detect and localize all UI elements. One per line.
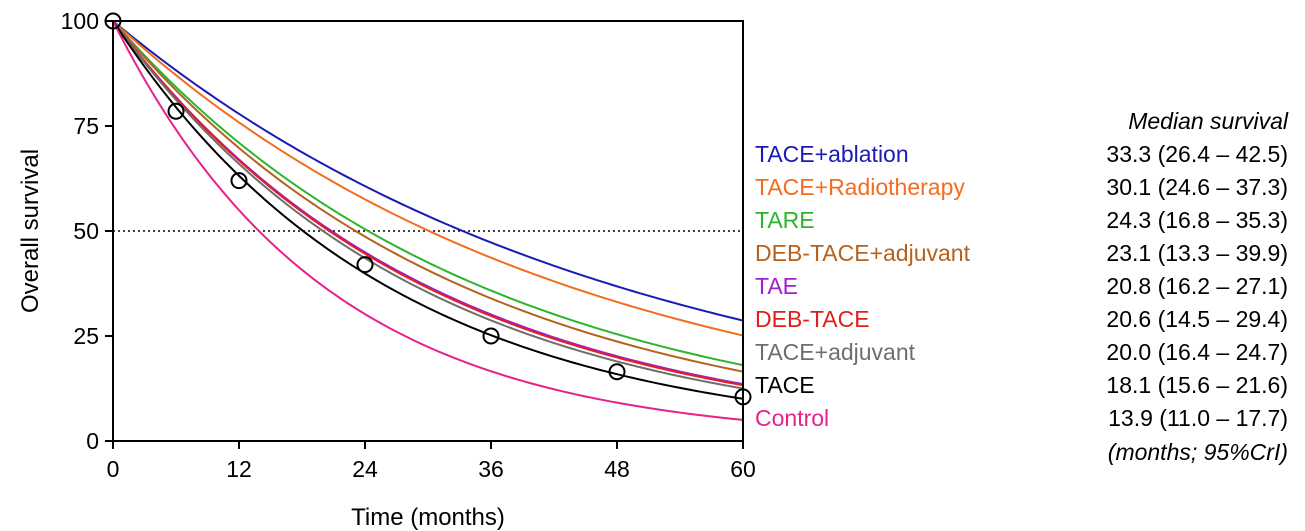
legend: TACE+ablation TACE+Radiotherapy TARE DEB-TA… [755, 138, 970, 435]
curve-tae [112, 20, 744, 386]
y-tick-label: 75 [73, 113, 99, 139]
median-value: 20.8 (16.2 – 27.1) [1106, 273, 1288, 299]
curve-deb-tace-adjuvant [112, 20, 744, 373]
median-value: 24.3 (16.8 – 35.3) [1106, 207, 1288, 233]
curve-tace-radiotherapy [112, 20, 744, 337]
observed-point [230, 172, 248, 190]
median-value: 18.1 (15.6 – 21.6) [1106, 372, 1288, 398]
median-value: 30.1 (24.6 – 37.3) [1106, 174, 1288, 200]
legend-item: TAE [755, 273, 799, 299]
median-value: 20.6 (14.5 – 29.4) [1106, 306, 1288, 332]
legend-item: TACE+ablation [755, 141, 909, 167]
median-value: 23.1 (13.3 – 39.9) [1106, 240, 1288, 266]
observed-point [482, 327, 500, 345]
y-tick-label: 50 [73, 218, 99, 244]
median-values: 33.3 (26.4 – 42.5) 30.1 (24.6 – 37.3) 24.3… [1030, 138, 1288, 435]
curve-deb-tace [112, 20, 744, 387]
legend-item: TACE+adjuvant [755, 339, 916, 365]
x-tick-label: 0 [107, 456, 120, 482]
curve-tace-adjuvant [112, 20, 744, 390]
x-axis-label: Time (months) [351, 504, 505, 531]
y-tick-label: 25 [73, 323, 99, 349]
y-tick-label: 100 [61, 8, 99, 34]
legend-item: TACE [755, 372, 815, 398]
y-tick-label: 0 [86, 428, 99, 454]
x-tick-label: 48 [604, 456, 630, 482]
legend-item: TARE [755, 207, 815, 233]
legend-item: DEB-TACE+adjuvant [755, 240, 970, 266]
x-tick-label: 60 [730, 456, 756, 482]
legend-item: DEB-TACE [755, 306, 870, 332]
x-tick-label: 36 [478, 456, 504, 482]
legend-item: TACE+Radiotherapy [755, 174, 965, 200]
curve-control [112, 20, 744, 421]
legend-item: Control [755, 405, 830, 431]
x-tick-label: 12 [226, 456, 252, 482]
median-survival-title: Median survival [1128, 108, 1288, 134]
median-value: 20.0 (16.4 – 24.7) [1106, 339, 1288, 365]
curve-tare [112, 20, 744, 367]
observed-point [608, 363, 626, 381]
curve-tace [112, 20, 744, 400]
median-survival-note: (months; 95%CrI) [1107, 439, 1288, 465]
y-axis-label: Overall survival [17, 149, 44, 313]
x-tick-label: 24 [352, 456, 378, 482]
observed-point [167, 102, 185, 120]
observed-point [356, 256, 374, 274]
curve-tace-ablation [112, 20, 744, 322]
median-survival-panel: Median survival 33.3 (26.4 – 42.5) 30.1 (… [1030, 104, 1288, 469]
median-value: 13.9 (11.0 – 17.7) [1108, 405, 1288, 431]
median-value: 33.3 (26.4 – 42.5) [1106, 141, 1288, 167]
